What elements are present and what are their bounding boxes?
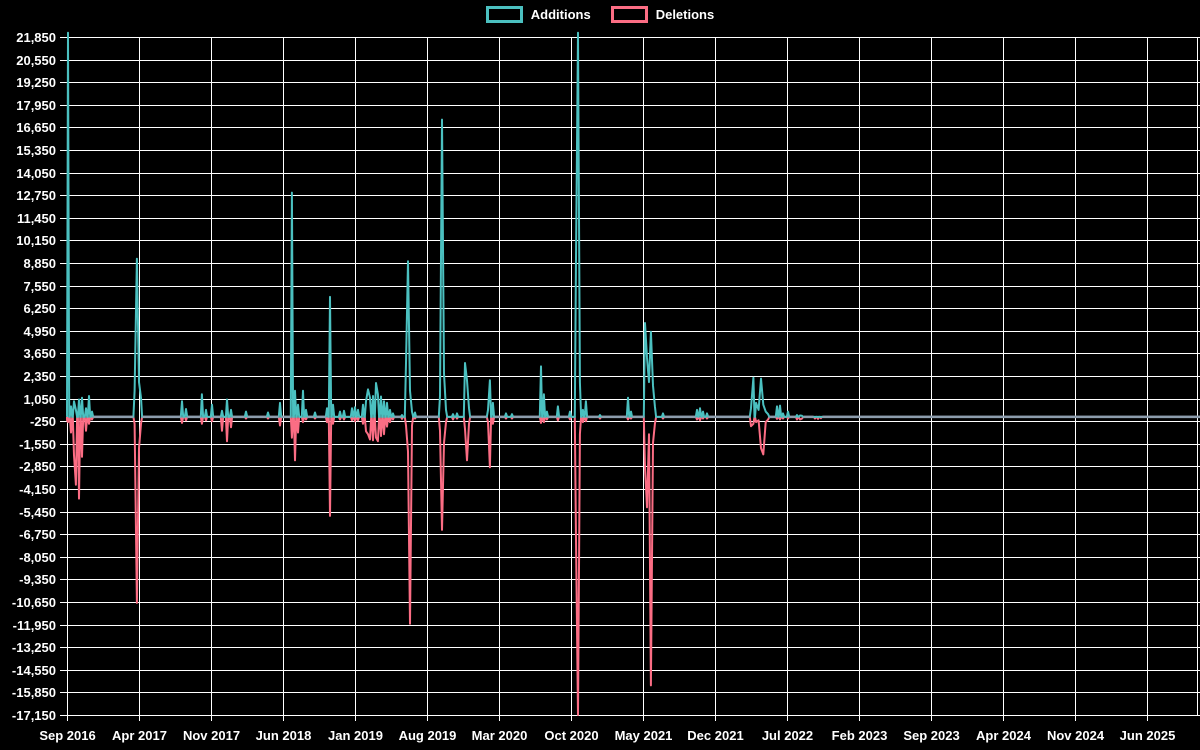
svg-text:-5,450: -5,450 <box>19 505 56 520</box>
svg-text:Jul 2022: Jul 2022 <box>762 728 813 743</box>
x-tick-labels: Sep 2016 Apr 2017 Nov 2017 Jun 2018 Jan 2019… <box>39 728 1175 743</box>
legend-item-deletions[interactable]: Deletions <box>610 6 715 23</box>
svg-text:Jun 2018: Jun 2018 <box>256 728 312 743</box>
svg-text:-13,250: -13,250 <box>12 640 56 655</box>
svg-text:Apr 2024: Apr 2024 <box>976 728 1032 743</box>
svg-text:21,850: 21,850 <box>16 30 56 45</box>
svg-text:-1,550: -1,550 <box>19 437 56 452</box>
svg-text:-17,150: -17,150 <box>12 708 56 723</box>
svg-text:Aug 2019: Aug 2019 <box>399 728 457 743</box>
svg-text:-250: -250 <box>30 414 56 429</box>
svg-text:-11,950: -11,950 <box>13 618 56 633</box>
y-tick-labels: 21,850 20,550 19,250 17,950 16,650 15,350 14,0… <box>12 30 56 723</box>
svg-text:10,150: 10,150 <box>16 233 56 248</box>
deletions-legend-label: Deletions <box>655 7 715 22</box>
additions-line <box>66 31 1200 418</box>
svg-text:Jun 2025: Jun 2025 <box>1120 728 1176 743</box>
svg-text:14,050: 14,050 <box>16 166 56 181</box>
legend-item-additions[interactable]: Additions <box>485 6 591 23</box>
svg-text:7,550: 7,550 <box>23 279 56 294</box>
svg-text:20,550: 20,550 <box>16 53 56 68</box>
additions-legend-label: Additions <box>530 7 591 22</box>
svg-text:8,850: 8,850 <box>23 256 56 271</box>
svg-text:Nov 2024: Nov 2024 <box>1047 728 1105 743</box>
svg-text:Nov 2017: Nov 2017 <box>183 728 240 743</box>
svg-text:4,950: 4,950 <box>23 324 56 339</box>
svg-text:-2,850: -2,850 <box>19 459 56 474</box>
svg-text:-10,650: -10,650 <box>12 595 56 610</box>
svg-text:2,350: 2,350 <box>23 369 56 384</box>
svg-text:19,250: 19,250 <box>16 75 56 90</box>
svg-text:Jan 2019: Jan 2019 <box>328 728 383 743</box>
svg-text:12,750: 12,750 <box>16 188 56 203</box>
svg-text:11,450: 11,450 <box>17 211 56 226</box>
svg-text:May 2021: May 2021 <box>615 728 673 743</box>
svg-text:Sep 2016: Sep 2016 <box>39 728 95 743</box>
additions-legend-swatch <box>485 6 523 23</box>
svg-text:-15,850: -15,850 <box>12 685 56 700</box>
svg-text:Dec 2021: Dec 2021 <box>687 728 743 743</box>
svg-text:-8,050: -8,050 <box>19 550 56 565</box>
deletions-legend-swatch <box>610 6 648 23</box>
svg-text:16,650: 16,650 <box>16 120 56 135</box>
x-gridlines <box>67 37 1198 721</box>
y-gridlines <box>60 37 1200 716</box>
svg-text:-6,750: -6,750 <box>19 527 56 542</box>
svg-text:6,250: 6,250 <box>23 301 56 316</box>
svg-text:3,650: 3,650 <box>23 346 56 361</box>
svg-text:1,050: 1,050 <box>23 392 56 407</box>
svg-text:Oct 2020: Oct 2020 <box>544 728 598 743</box>
chart-legend: Additions Deletions <box>0 6 1200 23</box>
svg-text:-4,150: -4,150 <box>19 482 56 497</box>
svg-text:Sep 2023: Sep 2023 <box>903 728 959 743</box>
svg-text:-14,550: -14,550 <box>12 663 56 678</box>
svg-text:-9,350: -9,350 <box>19 572 56 587</box>
svg-text:Apr 2017: Apr 2017 <box>112 728 167 743</box>
svg-text:15,350: 15,350 <box>16 143 56 158</box>
svg-text:Mar 2020: Mar 2020 <box>472 728 528 743</box>
svg-text:17,950: 17,950 <box>16 98 56 113</box>
svg-text:Feb 2023: Feb 2023 <box>832 728 888 743</box>
